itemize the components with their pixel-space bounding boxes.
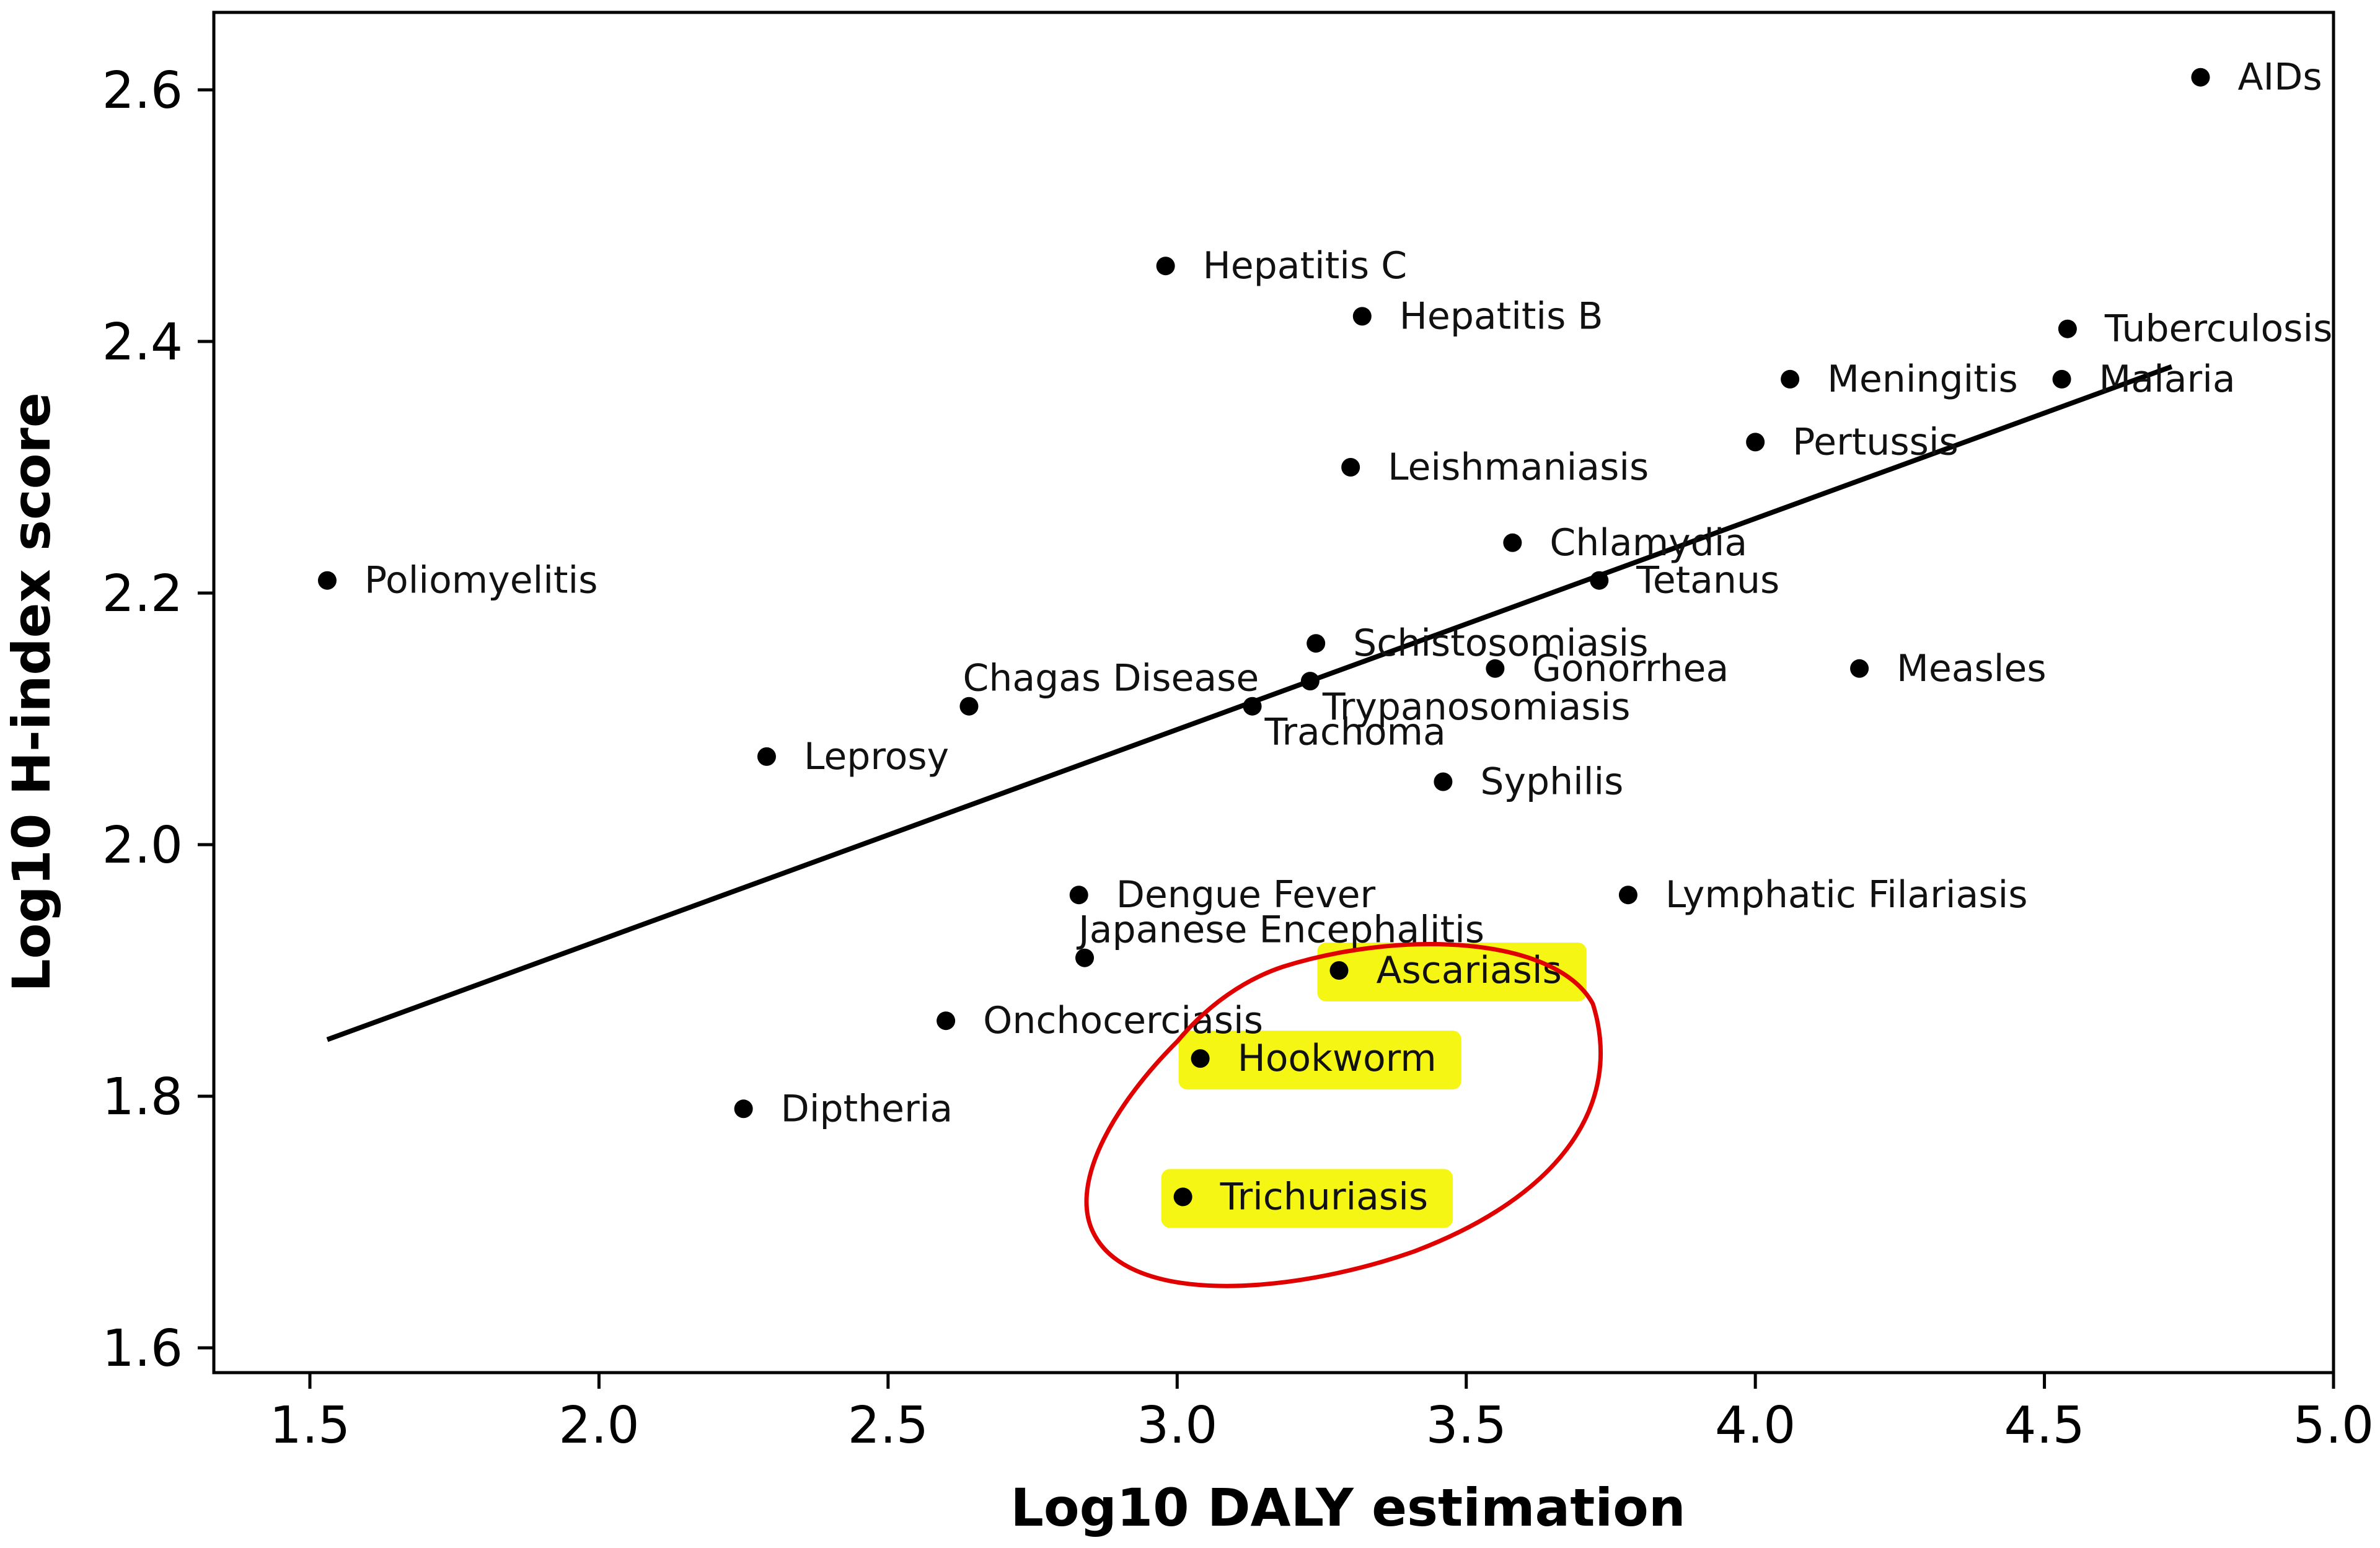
highlight-hookworm: [1178, 1031, 1461, 1090]
label-onchocerciasis: Onchocerciasis: [983, 999, 1263, 1042]
label-measles: Measles: [1897, 647, 2047, 690]
point-measles: [1850, 659, 1869, 678]
label-hookworm: Hookworm: [1238, 1037, 1437, 1080]
point-schistosomiasis: [1307, 634, 1326, 653]
point-trypanosomiasis: [1300, 672, 1320, 691]
y-tick-label: 2.6: [102, 61, 183, 120]
label-lymphatic-filariasis: Lymphatic Filariasis: [1665, 873, 2028, 917]
label-schistosomiasis: Schistosomiasis: [1353, 622, 1648, 665]
label-tuberculosis: Tuberculosis: [2104, 307, 2333, 351]
x-tick-label: 3.5: [1426, 1396, 1507, 1455]
label-aids: AIDs: [2237, 56, 2322, 99]
point-poliomyelitis: [317, 571, 337, 590]
point-hepatitis-b: [1352, 307, 1372, 326]
label-malaria: Malaria: [2099, 358, 2236, 401]
y-tick-label: 2.0: [102, 816, 183, 875]
point-malaria: [2052, 369, 2071, 389]
highlight-ascariasis: [1317, 943, 1587, 1001]
data-points: [317, 68, 2210, 1207]
y-axis-title: Log10 H-index score: [1, 392, 62, 992]
point-hepatitis-c: [1156, 257, 1175, 276]
point-tuberculosis: [2058, 319, 2077, 338]
label-diptheria: Diptheria: [781, 1087, 953, 1130]
point-pertussis: [1746, 433, 1765, 452]
point-meningitis: [1781, 369, 1800, 389]
x-tick-label: 2.5: [848, 1396, 928, 1455]
y-tick-label: 1.6: [102, 1319, 183, 1378]
y-tick-label: 2.4: [102, 313, 183, 372]
point-hookworm: [1191, 1049, 1210, 1068]
x-tick-label: 4.5: [2004, 1396, 2084, 1455]
x-tick-label: 3.0: [1137, 1396, 1217, 1455]
label-meningitis: Meningitis: [1827, 358, 2018, 401]
point-japanese-encephalitis: [1075, 948, 1095, 967]
point-lymphatic-filariasis: [1618, 886, 1637, 905]
label-trachoma: Trachoma: [1264, 711, 1446, 754]
highlight-trichuriasis: [1161, 1169, 1453, 1228]
point-trichuriasis: [1173, 1187, 1192, 1207]
x-tick-label: 4.0: [1715, 1396, 1796, 1455]
point-syphilis: [1434, 772, 1453, 791]
point-dengue-fever: [1069, 886, 1088, 905]
axis-ticks: 1.5 2.0 2.5 3.0 3.5 4.0 4.5 5.0 1.6 1.8 2.0 2.2 2.4 2…: [102, 61, 2374, 1455]
point-diptheria: [734, 1099, 753, 1119]
red-annotation-circle: [1084, 942, 1603, 1288]
point-leishmaniasis: [1341, 458, 1360, 477]
point-tetanus: [1590, 571, 1609, 590]
y-tick-label: 2.2: [102, 565, 183, 623]
point-gonorrhea: [1486, 659, 1505, 678]
point-trachoma: [1243, 697, 1262, 716]
label-dengue-fever: Dengue Fever: [1116, 873, 1376, 917]
label-hepatitis-c: Hepatitis C: [1203, 244, 1408, 288]
point-chlamydia: [1503, 533, 1522, 552]
label-tetanus: Tetanus: [1636, 559, 1779, 602]
label-leishmaniasis: Leishmaniasis: [1388, 446, 1649, 489]
label-trypanosomiasis: Trypanosomiasis: [1322, 685, 1631, 729]
data-labels: AIDs Hepatitis C Hepatitis B Tuberculosis Me…: [364, 56, 2332, 1219]
label-hepatitis-b: Hepatitis B: [1399, 294, 1603, 338]
x-axis-title: Log10 DALY estimation: [1010, 1477, 1685, 1538]
x-tick-label: 5.0: [2293, 1396, 2374, 1455]
x-tick-label: 2.0: [558, 1396, 639, 1455]
point-ascariasis: [1329, 961, 1349, 980]
label-pertussis: Pertussis: [1792, 420, 1959, 464]
label-syphilis: Syphilis: [1480, 760, 1623, 804]
label-poliomyelitis: Poliomyelitis: [364, 559, 597, 602]
label-gonorrhea: Gonorrhea: [1532, 647, 1729, 690]
label-chlamydia: Chlamydia: [1549, 521, 1747, 565]
point-leprosy: [757, 747, 776, 766]
label-leprosy: Leprosy: [804, 735, 949, 778]
y-tick-label: 1.8: [102, 1068, 183, 1127]
plot-area-frame: [212, 11, 2335, 1374]
point-chagas-disease: [959, 697, 979, 716]
label-trichuriasis: Trichuriasis: [1220, 1175, 1429, 1218]
annotation-layer: [1161, 943, 1587, 1228]
point-aids: [2191, 68, 2210, 87]
x-tick-label: 1.5: [270, 1396, 350, 1455]
label-ascariasis: Ascariasis: [1376, 949, 1561, 992]
point-onchocerciasis: [937, 1011, 956, 1031]
label-chagas-disease: Chagas Disease: [963, 657, 1259, 700]
